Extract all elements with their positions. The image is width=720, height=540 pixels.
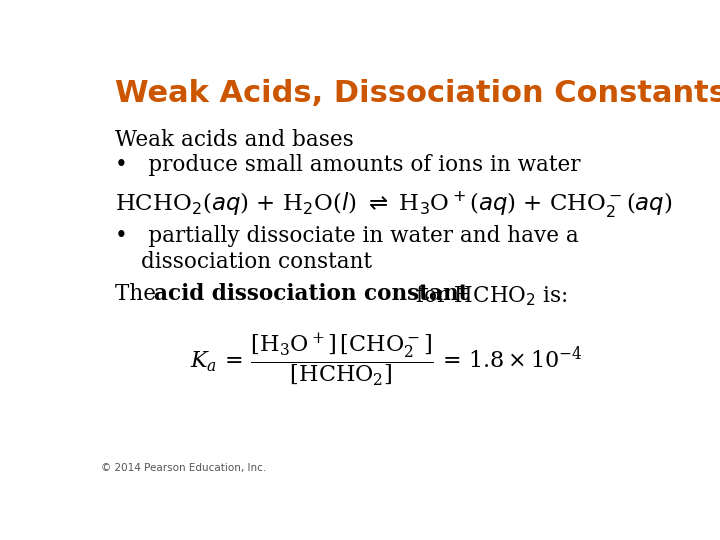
- Text: acid dissociation constant: acid dissociation constant: [154, 283, 469, 305]
- Text: © 2014 Pearson Education, Inc.: © 2014 Pearson Education, Inc.: [101, 463, 266, 473]
- Text: $K_a\, =\, \dfrac{[\mathrm{H_3O^+}]\,[\mathrm{CHO_2^-}]}{[\mathrm{HCHO_2}]}\, =\: $K_a\, =\, \dfrac{[\mathrm{H_3O^+}]\,[\m…: [190, 331, 583, 388]
- Text: HCHO$_2$($aq$) + H$_2$O($l$) $\rightleftharpoons$ H$_3$O$^+$($aq$) + CHO$_2^-$($: HCHO$_2$($aq$) + H$_2$O($l$) $\rightleft…: [115, 190, 672, 220]
- Text: Weak Acids, Dissociation Constants: Weak Acids, Dissociation Constants: [115, 79, 720, 109]
- Text: for HCHO$_2$ is:: for HCHO$_2$ is:: [409, 283, 568, 308]
- Text: Weak acids and bases: Weak acids and bases: [115, 129, 354, 151]
- Text: The: The: [115, 283, 163, 305]
- Text: •   produce small amounts of ions in water: • produce small amounts of ions in water: [115, 154, 580, 176]
- Text: •   partially dissociate in water and have a: • partially dissociate in water and have…: [115, 225, 579, 247]
- Text: dissociation constant: dissociation constant: [141, 251, 372, 273]
